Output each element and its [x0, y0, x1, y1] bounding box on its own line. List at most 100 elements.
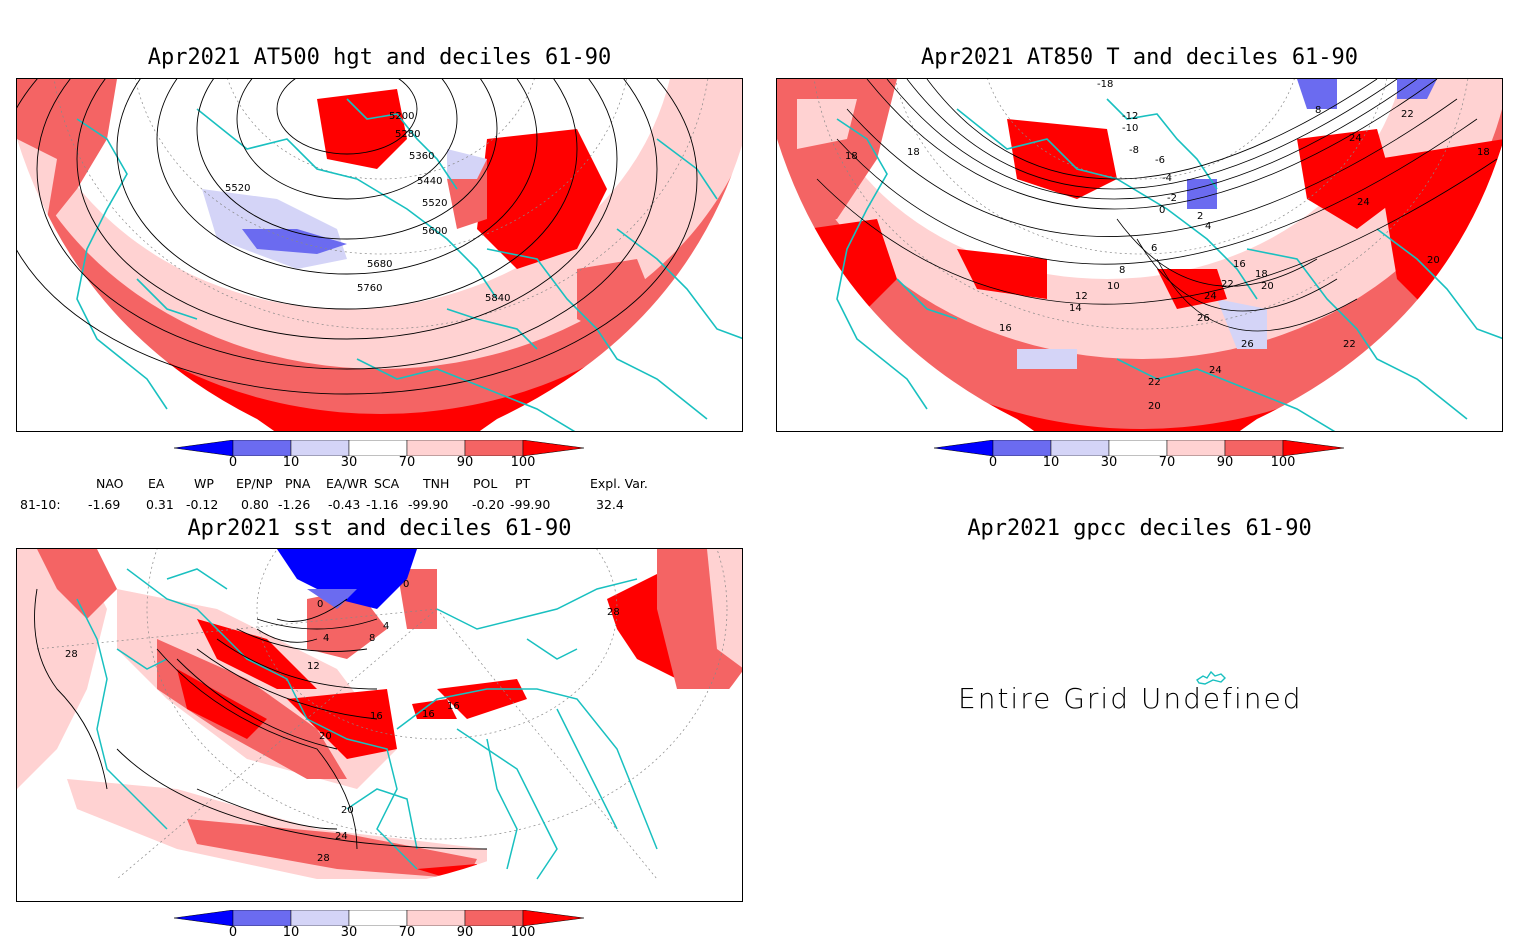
- index-header: PT: [515, 476, 531, 491]
- sst-contour-label: 0: [317, 599, 323, 610]
- sst-contour-label: 12: [307, 661, 320, 672]
- colorbar-label: 30: [340, 455, 358, 470]
- t850-contour-label: -6: [1155, 155, 1165, 166]
- colorbar-label: 0: [988, 455, 998, 470]
- t850-contour-label: 20: [1261, 281, 1274, 292]
- sst-colorbar-svg: [173, 909, 585, 927]
- index-value: 32.4: [596, 497, 624, 512]
- t850-contour-label: 0: [1159, 205, 1165, 216]
- sst-map: 0 0 4 4 8 12 16 16 16 20 20 24 28 28 28: [17, 549, 742, 901]
- t850-map-panel: -18 -12 -10 -8 -6 -4 -2 0 2 4 6 8 10 12 …: [776, 78, 1503, 432]
- colorbar-label: 30: [340, 925, 358, 940]
- t850-contour-label: 26: [1197, 313, 1210, 324]
- sst-contour-label: 16: [422, 709, 435, 720]
- index-header: SCA: [374, 476, 400, 491]
- hgt-colorbar: 0 10 30 70 90 100: [173, 439, 585, 476]
- t850-contour-label: 24: [1209, 365, 1222, 376]
- t850-colorbar: 0 10 30 70 90 100: [933, 439, 1345, 476]
- t850-contour-label: 8: [1315, 105, 1321, 116]
- colorbar-label: 70: [1158, 455, 1176, 470]
- index-header: EA: [148, 476, 165, 491]
- t850-contour-label: 22: [1221, 279, 1234, 290]
- hgt-contour-label: 5360: [409, 151, 434, 162]
- t850-contour-label: 20: [1427, 255, 1440, 266]
- t850-contour-label: 20: [1148, 401, 1161, 412]
- hgt-contour-label: 5200: [389, 111, 414, 122]
- sst-contour-label: 16: [447, 701, 460, 712]
- t850-contour-label: 14: [1069, 303, 1082, 314]
- sst-contour-label: 20: [319, 731, 332, 742]
- t850-contour-label: 6: [1151, 243, 1157, 254]
- t850-contour-label: -4: [1162, 173, 1172, 184]
- sst-contour-label: 28: [607, 607, 620, 618]
- colorbar-label: 90: [456, 455, 474, 470]
- sst-contour-label: 20: [341, 805, 354, 816]
- t850-contour-label: 24: [1357, 197, 1370, 208]
- index-header: NAO: [96, 476, 124, 491]
- hgt-map-panel: 5200 5280 5360 5440 5520 5520 5600 5680 …: [16, 78, 743, 432]
- t850-contour-label: -10: [1122, 123, 1138, 134]
- index-value: -1.26: [278, 497, 311, 512]
- sst-panel-title: Apr2021 sst and deciles 61-90: [187, 516, 572, 541]
- colorbar-label: 90: [456, 925, 474, 940]
- index-value: -0.12: [186, 497, 219, 512]
- colorbar-label: 30: [1100, 455, 1118, 470]
- t850-contour-label: 18: [845, 151, 858, 162]
- t850-contour-label: 18: [907, 147, 920, 158]
- sst-contour-label: 8: [369, 633, 375, 644]
- index-row-label: 81-10:: [20, 497, 61, 512]
- sst-contour-label: 28: [65, 649, 78, 660]
- colorbar-label: 10: [282, 455, 300, 470]
- t850-contour-label: 22: [1148, 377, 1161, 388]
- index-header: TNH: [423, 476, 450, 491]
- hgt-contour-label: 5520: [422, 198, 447, 209]
- colorbar-label: 100: [510, 925, 536, 940]
- hgt-contour-label: 5280: [395, 129, 420, 140]
- sst-contour-label: 4: [383, 621, 389, 632]
- gpcc-island-mark: [1196, 670, 1226, 685]
- index-header: EA/WR: [326, 476, 368, 491]
- colorbar-label: 90: [1216, 455, 1234, 470]
- t850-contour-label: 22: [1401, 109, 1414, 120]
- t850-contour-label: 2: [1197, 211, 1203, 222]
- sst-contour-label: 0: [403, 579, 409, 590]
- index-header: PNA: [285, 476, 311, 491]
- colorbar-label: 10: [1042, 455, 1060, 470]
- t850-map: -18 -12 -10 -8 -6 -4 -2 0 2 4 6 8 10 12 …: [777, 79, 1502, 431]
- hgt-panel-title: Apr2021 AT500 hgt and deciles 61-90: [147, 45, 612, 70]
- hgt-contour-label: 5680: [367, 259, 392, 270]
- hgt-contour-label: 5760: [357, 283, 382, 294]
- index-header: EP/NP: [236, 476, 273, 491]
- t850-contour-label: 4: [1205, 221, 1211, 232]
- sst-colorbar: 0 10 30 70 90 100: [173, 909, 585, 940]
- sst-contour-label: 16: [370, 711, 383, 722]
- t850-contour-label: -8: [1129, 145, 1139, 156]
- index-value: 0.31: [146, 497, 174, 512]
- t850-contour-label: 10: [1107, 281, 1120, 292]
- gpcc-panel-title: Apr2021 gpcc deciles 61-90: [967, 516, 1312, 541]
- sst-map-panel: 0 0 4 4 8 12 16 16 16 20 20 24 28 28 28: [16, 548, 743, 902]
- t850-panel-title: Apr2021 AT850 T and deciles 61-90: [920, 45, 1359, 70]
- hgt-contour-label: 5840: [485, 293, 510, 304]
- t850-contour-label: -18: [1097, 79, 1113, 90]
- t850-colorbar-svg: [933, 439, 1345, 457]
- t850-contour-label: 24: [1349, 133, 1362, 144]
- t850-contour-label: 18: [1477, 147, 1490, 158]
- index-header: POL: [473, 476, 498, 491]
- hgt-contour-label: 5440: [417, 176, 442, 187]
- sst-contour-label: 4: [323, 633, 329, 644]
- index-value: -0.43: [328, 497, 361, 512]
- t850-contour-label: 8: [1119, 265, 1125, 276]
- t850-contour-label: 18: [1255, 269, 1268, 280]
- t850-contour-label: 12: [1075, 291, 1088, 302]
- t850-contour-label: 16: [999, 323, 1012, 334]
- hgt-colorbar-svg: [173, 439, 585, 457]
- index-value: -1.69: [88, 497, 121, 512]
- gpcc-undefined-message: Entire Grid Undefined: [958, 682, 1303, 715]
- colorbar-label: 0: [228, 455, 238, 470]
- index-header: WP: [194, 476, 214, 491]
- colorbar-label: 10: [282, 925, 300, 940]
- colorbar-label: 70: [398, 455, 416, 470]
- colorbar-label: 70: [398, 925, 416, 940]
- t850-contour-label: 24: [1204, 291, 1217, 302]
